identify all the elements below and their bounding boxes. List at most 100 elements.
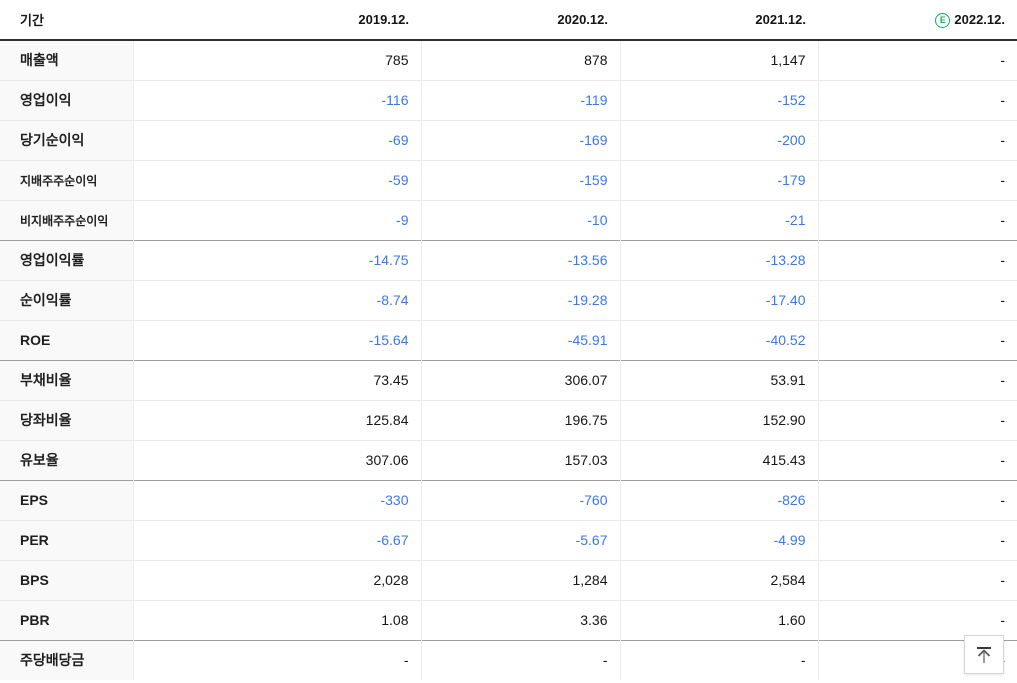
column-header-2020-12: 2020.12.: [421, 0, 620, 41]
column-header-label: 2022.12.: [954, 11, 1005, 27]
cell-value: 152.90: [619, 399, 818, 440]
table-row: 매출액 785 878 1,147-: [0, 39, 1017, 80]
cell-value: -: [817, 479, 1017, 520]
row-label: 영업이익률: [0, 239, 133, 280]
cell-value: 307.06: [132, 439, 421, 480]
cell-value: -: [817, 399, 1017, 440]
table-row: EPS -330 -760 -826-: [0, 479, 1017, 520]
cell-value: -15.64: [132, 319, 421, 360]
cell-value: -826: [619, 479, 818, 520]
cell-value: -: [817, 359, 1017, 400]
column-header-2019-12: 2019.12.: [133, 0, 421, 41]
cell-value: 53.91: [619, 359, 818, 400]
row-label: BPS: [0, 559, 133, 600]
arrow-up-to-top-icon: [977, 646, 991, 663]
cell-value: -14.75: [132, 239, 421, 280]
table-row: 당기순이익 -69 -169 -200-: [0, 119, 1017, 160]
cell-value: -152: [619, 79, 818, 120]
cell-value: 1.60: [619, 599, 818, 640]
table-row: ROE -15.64 -45.91 -40.52-: [0, 319, 1017, 360]
row-label: 유보율: [0, 439, 133, 480]
table-row: 지배주주순이익 -59 -159 -179-: [0, 159, 1017, 200]
row-label: 매출액: [0, 39, 133, 80]
cell-value: -17.40: [619, 279, 818, 320]
cell-value: 2,028: [132, 559, 421, 600]
cell-value: -: [420, 639, 620, 680]
table-row: BPS 2,028 1,284 2,584-: [0, 559, 1017, 600]
cell-value: 785: [132, 39, 421, 80]
row-label: 당좌비율: [0, 399, 133, 440]
table-row: PER -6.67 -5.67 -4.99-: [0, 519, 1017, 560]
scroll-to-top-button[interactable]: [964, 635, 1004, 674]
cell-value: 73.45: [132, 359, 421, 400]
cell-value: -159: [420, 159, 620, 200]
cell-value: -: [817, 519, 1017, 560]
table-row: 부채비율 73.45 306.07 53.91-: [0, 359, 1017, 400]
cell-value: -: [817, 279, 1017, 320]
cell-value: -8.74: [132, 279, 421, 320]
cell-value: -6.67: [132, 519, 421, 560]
cell-value: -116: [132, 79, 421, 120]
cell-value: 196.75: [420, 399, 620, 440]
column-header-2022-12-estimate: E 2022.12.: [818, 0, 1017, 41]
cell-value: -13.56: [420, 239, 620, 280]
cell-value: 2,584: [619, 559, 818, 600]
table-row: PBR 1.08 3.36 1.60-: [0, 599, 1017, 640]
table-row: 당좌비율 125.84 196.75 152.90-: [0, 399, 1017, 440]
cell-value: -179: [619, 159, 818, 200]
cell-value: 306.07: [420, 359, 620, 400]
table-body: 매출액 785 878 1,147- 영업이익 -116 -119 -152- 당기순이익 -69…: [0, 39, 1017, 680]
table-row: 영업이익 -116 -119 -152-: [0, 79, 1017, 120]
table-row: 주당배당금----: [0, 639, 1017, 680]
row-label: 영업이익: [0, 79, 133, 120]
cell-value: -5.67: [420, 519, 620, 560]
row-label: 지배주주순이익: [0, 159, 133, 200]
row-label: EPS: [0, 479, 133, 520]
row-label: ROE: [0, 319, 133, 360]
cell-value: -4.99: [619, 519, 818, 560]
row-label: 순이익률: [0, 279, 133, 320]
column-header-label: 2019.12.: [358, 12, 409, 27]
cell-value: -19.28: [420, 279, 620, 320]
cell-value: -: [817, 319, 1017, 360]
cell-value: 157.03: [420, 439, 620, 480]
cell-value: -: [817, 439, 1017, 480]
cell-value: -: [619, 639, 818, 680]
row-label: 비지배주주순이익: [0, 199, 133, 240]
table-row: 유보율 307.06 157.03 415.43-: [0, 439, 1017, 480]
cell-value: -119: [420, 79, 620, 120]
cell-value: 415.43: [619, 439, 818, 480]
row-label: PER: [0, 519, 133, 560]
cell-value: -760: [420, 479, 620, 520]
row-label: PBR: [0, 599, 133, 640]
cell-value: 1.08: [132, 599, 421, 640]
cell-value: -200: [619, 119, 818, 160]
header-row: 기간 2019.12. 2020.12. 2021.12. E 2022.12.: [0, 0, 1017, 41]
row-label: 주당배당금: [0, 639, 133, 680]
cell-value: -10: [420, 199, 620, 240]
cell-value: -: [817, 199, 1017, 240]
cell-value: 878: [420, 39, 620, 80]
cell-value: -: [817, 159, 1017, 200]
cell-value: -13.28: [619, 239, 818, 280]
column-header-label: 2021.12.: [755, 12, 806, 27]
cell-value: -21: [619, 199, 818, 240]
table-header: 기간 2019.12. 2020.12. 2021.12. E 2022.12.: [0, 0, 1017, 41]
cell-value: -45.91: [420, 319, 620, 360]
cell-value: -: [817, 79, 1017, 120]
cell-value: -59: [132, 159, 421, 200]
cell-value: -169: [420, 119, 620, 160]
cell-value: 1,284: [420, 559, 620, 600]
cell-value: -330: [132, 479, 421, 520]
cell-value: -40.52: [619, 319, 818, 360]
column-header-label: 2020.12.: [557, 12, 608, 27]
cell-value: -69: [132, 119, 421, 160]
cell-value: 3.36: [420, 599, 620, 640]
cell-value: -: [132, 639, 421, 680]
row-label: 당기순이익: [0, 119, 133, 160]
cell-value: -: [817, 239, 1017, 280]
cell-value: -: [817, 119, 1017, 160]
table-row: 순이익률 -8.74 -19.28 -17.40-: [0, 279, 1017, 320]
cell-value: -: [817, 39, 1017, 80]
